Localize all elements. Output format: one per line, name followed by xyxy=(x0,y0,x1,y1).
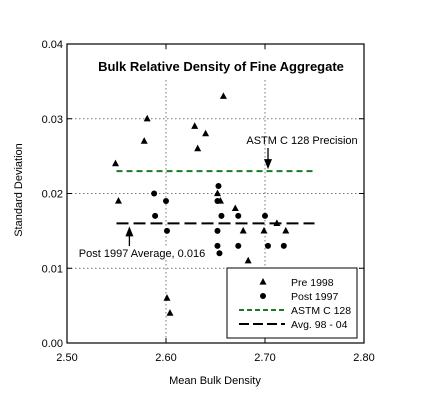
triangle-marker xyxy=(163,294,171,301)
legend: Pre 1998 Post 1997 ASTM C 128 Avg. 98 - 04 xyxy=(226,267,358,339)
triangle-marker xyxy=(194,144,202,152)
annotation-arrow-head xyxy=(264,159,272,170)
annotation-post-1997-average: Post 1997 Average, 0.016 xyxy=(79,248,205,260)
title-box xyxy=(80,52,360,78)
circle-marker xyxy=(163,227,170,234)
circle-marker xyxy=(214,197,221,204)
triangle-marker xyxy=(140,137,148,144)
x-tick-label: 2.70 xyxy=(254,352,275,364)
circle-marker xyxy=(151,190,158,197)
y-axis-label: Standard Deviation xyxy=(13,143,25,237)
triangle-marker xyxy=(239,226,247,234)
circle-marker xyxy=(235,242,242,249)
legend-box xyxy=(226,267,358,339)
triangle-marker xyxy=(166,309,174,316)
triangle-marker xyxy=(112,159,120,167)
triangle-marker xyxy=(244,256,252,264)
y-tick-label: 0.02 xyxy=(42,189,63,201)
triangle-marker xyxy=(282,226,290,234)
circle-marker xyxy=(235,212,242,219)
annotation-background xyxy=(76,246,210,260)
triangle-marker xyxy=(114,196,122,204)
x-tick-label: 2.60 xyxy=(155,352,176,364)
x-tick-label: 2.80 xyxy=(353,352,374,364)
data-points xyxy=(112,92,290,316)
triangle-marker xyxy=(260,226,268,234)
circle-marker xyxy=(218,212,225,219)
y-tick-label: 0.00 xyxy=(42,338,63,350)
chart-title: Bulk Relative Density of Fine Aggregate xyxy=(98,59,344,74)
triangle-marker xyxy=(273,219,281,226)
legend-label: Avg. 98 - 04 xyxy=(291,319,348,331)
annotations: ASTM C 128 Precision Post 1997 Average, 0… xyxy=(76,135,358,260)
legend-label: Post 1997 xyxy=(291,291,338,303)
y-tick-label: 0.04 xyxy=(42,39,63,51)
triangle-marker xyxy=(191,122,199,129)
triangle-marker xyxy=(231,204,239,212)
circle-marker xyxy=(264,242,271,249)
annotation-astm-precision: ASTM C 128 Precision xyxy=(246,135,357,147)
triangle-marker xyxy=(213,189,221,197)
annotation-arrow-head xyxy=(125,226,134,237)
circle-marker xyxy=(262,212,268,219)
triangle-marker xyxy=(143,114,151,122)
reference-lines xyxy=(116,170,315,225)
circle-marker xyxy=(214,227,221,234)
legend-label: Pre 1998 xyxy=(291,277,334,289)
circle-marker xyxy=(152,212,159,219)
legend-label: ASTM C 128 xyxy=(291,305,351,317)
circle-marker xyxy=(216,250,223,257)
triangle-marker xyxy=(202,129,210,137)
legend-triangle-icon xyxy=(259,278,267,285)
circle-marker xyxy=(215,183,222,190)
circle-marker xyxy=(214,242,221,249)
triangle-marker xyxy=(219,92,227,99)
y-tick-label: 0.01 xyxy=(42,263,63,275)
x-tick-label: 2.50 xyxy=(56,352,77,364)
circle-marker xyxy=(163,197,169,204)
y-tick-label: 0.03 xyxy=(42,114,63,126)
x-axis-label: Mean Bulk Density xyxy=(169,375,261,387)
legend-circle-icon xyxy=(260,293,266,299)
circle-marker xyxy=(280,242,287,249)
axes: 2.50 2.60 2.70 2.80 0.00 0.01 0.02 0.03 0.04 xyxy=(42,39,375,364)
